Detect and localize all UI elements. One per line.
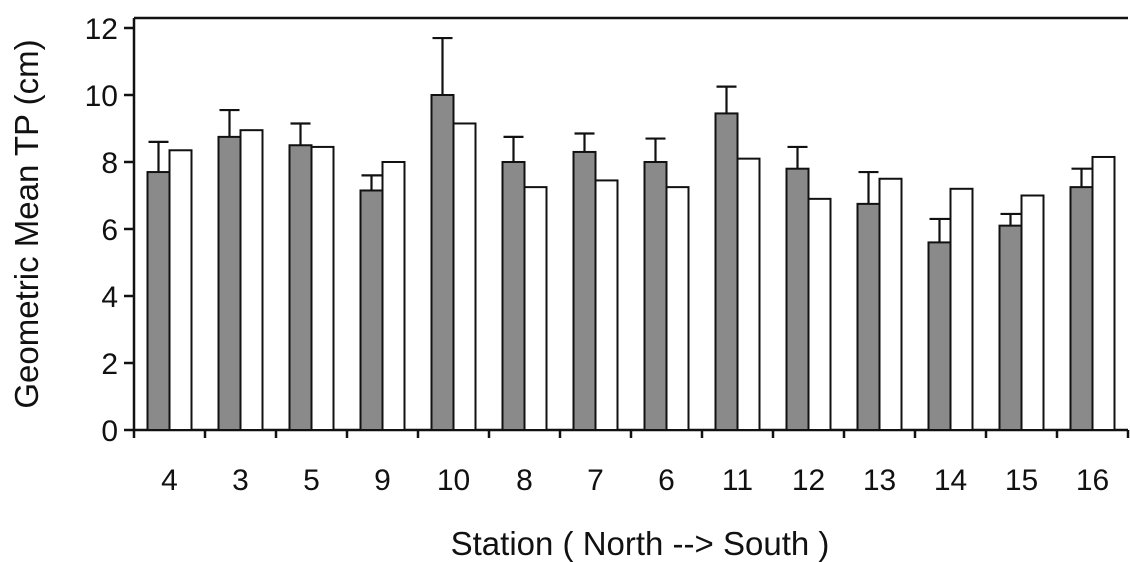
bar-filled [856,202,881,431]
bar-filled [146,171,171,432]
y-tick-label: 10 [85,80,118,113]
x-tick-label: 15 [1005,464,1038,497]
x-tick-label: 10 [437,464,470,497]
x-tick-label: 8 [516,464,533,497]
bar-open [452,122,477,431]
bar-open [736,157,761,431]
x-axis-ticks: 4 3 5 9 10 8 7 6 11 12 13 14 15 16 [132,430,1130,497]
y-axis-ticks: 0 2 4 6 8 10 12 [85,13,134,448]
bar-open [949,187,974,431]
bar-open [594,179,619,431]
x-tick-label: 14 [934,464,967,497]
x-tick-label: 16 [1076,464,1109,497]
y-tick-label: 2 [101,348,118,381]
bar-filled [643,161,668,431]
x-tick-label: 9 [374,464,391,497]
x-tick-label: 5 [303,464,320,497]
bar-open [310,145,335,432]
y-tick-label: 4 [101,281,118,314]
bar-filled [785,167,810,431]
bar-filled [430,94,455,431]
bar-filled [217,135,242,431]
bar-filled [927,241,952,431]
x-axis-title: Station ( North --> South ) [451,525,830,562]
bar-filled [288,144,313,431]
y-tick-label: 8 [101,147,118,180]
bar-filled [501,161,526,431]
bar-open [239,129,264,432]
bar-open [168,149,193,431]
bar-open [878,177,903,431]
bar-filled [359,189,384,431]
y-tick-label: 12 [85,13,118,46]
bar-filled [714,112,739,432]
x-tick-label: 12 [792,464,825,497]
error-bars [148,36,1092,243]
y-tick-label: 6 [101,214,118,247]
y-tick-label: 0 [101,415,118,448]
x-tick-label: 3 [232,464,249,497]
bar-filled [572,150,597,431]
bar-open [807,197,832,431]
bar-open [381,161,406,431]
x-tick-label: 11 [722,464,753,497]
x-tick-label: 13 [863,464,896,497]
bar-open [665,186,690,431]
bar-filled [1069,186,1094,431]
bar-open [1020,194,1045,431]
x-tick-label: 4 [161,464,178,497]
bars [146,94,1116,432]
bar-filled [998,224,1023,431]
bar-open [523,186,548,431]
y-axis-title: Geometric Mean TP (cm) [8,39,45,408]
x-tick-label: 7 [587,464,604,497]
bar-open [1091,155,1116,431]
x-tick-label: 6 [658,464,675,497]
